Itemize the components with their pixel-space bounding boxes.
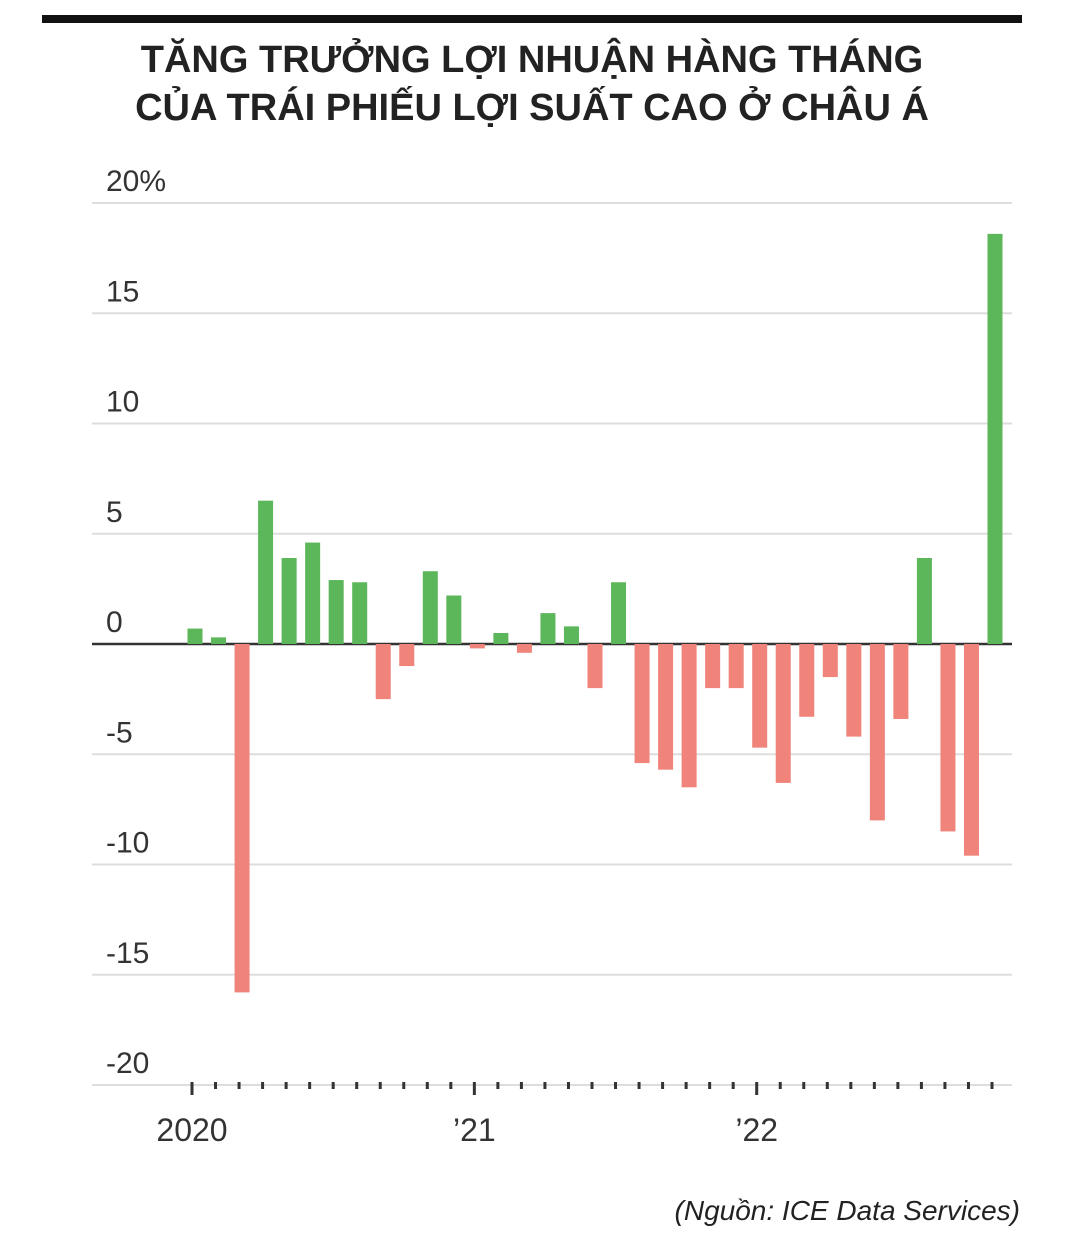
y-tick-label: 5 xyxy=(106,496,123,529)
bar xyxy=(328,580,344,644)
bar xyxy=(869,644,885,821)
bar xyxy=(799,644,815,717)
y-tick-label: 20% xyxy=(106,165,166,198)
bar xyxy=(375,644,391,700)
bar xyxy=(469,644,485,649)
bar xyxy=(399,644,415,667)
bar xyxy=(775,644,791,783)
y-tick-label: 15 xyxy=(106,275,139,308)
source: (Nguồn: ICE Data Services) xyxy=(675,1195,1020,1226)
y-tick-label: -20 xyxy=(106,1047,149,1080)
chart-title: CỦA TRÁI PHIẾU LỢI SUẤT CAO Ở CHÂU Á xyxy=(135,85,929,129)
bar xyxy=(493,632,509,644)
bar xyxy=(187,628,203,644)
bar xyxy=(728,644,744,689)
bar xyxy=(846,644,862,737)
y-tick-label: -10 xyxy=(106,827,149,860)
y-tick-label: -15 xyxy=(106,937,149,970)
y-tick-label: -5 xyxy=(106,716,133,749)
x-tick-label: ’22 xyxy=(735,1112,778,1148)
bar xyxy=(563,626,579,644)
bar xyxy=(963,644,979,856)
bar xyxy=(916,558,932,644)
bar xyxy=(516,644,532,653)
bar xyxy=(281,558,297,644)
y-tick-label: 0 xyxy=(106,606,123,639)
bar xyxy=(211,637,227,644)
bar xyxy=(681,644,697,788)
bar xyxy=(305,542,321,644)
bar xyxy=(234,644,250,993)
bar xyxy=(258,500,274,644)
bar xyxy=(611,582,627,644)
bar xyxy=(893,644,909,719)
bar xyxy=(822,644,838,678)
bar xyxy=(352,582,368,644)
bar xyxy=(634,644,650,764)
bar xyxy=(587,644,603,689)
bar xyxy=(987,233,1003,644)
bar xyxy=(752,644,768,748)
bar xyxy=(940,644,956,832)
chart-title: TĂNG TRƯỞNG LỢI NHUẬN HÀNG THÁNG xyxy=(141,37,923,81)
x-tick-label: 2020 xyxy=(156,1112,227,1148)
y-tick-label: 10 xyxy=(106,386,139,419)
bar xyxy=(705,644,721,689)
top-rule xyxy=(42,15,1022,23)
bar xyxy=(658,644,674,770)
bar xyxy=(540,613,556,644)
bar xyxy=(446,595,462,644)
x-tick-label: ’21 xyxy=(453,1112,496,1148)
bar xyxy=(422,571,438,644)
